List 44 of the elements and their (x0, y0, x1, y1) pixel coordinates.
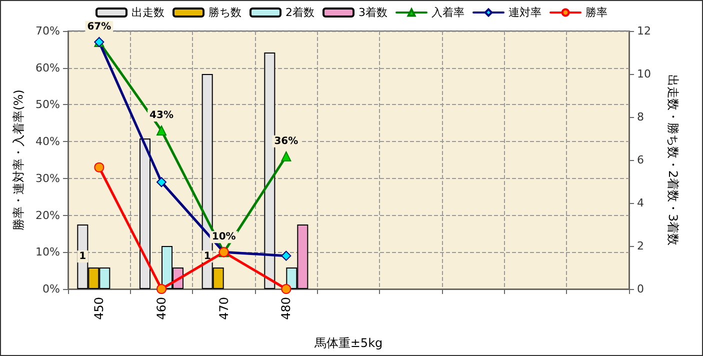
y-tick-label: 70% (36, 24, 60, 38)
y2-axis-title: 出走数・勝ち数・2着数・3着数 (666, 74, 680, 246)
point (281, 151, 292, 162)
y-tick-label: 50% (36, 98, 60, 112)
x-tick-label: 480 (279, 297, 294, 320)
y-axis-title: 勝率・連対率・入着率(%) (12, 90, 26, 230)
point (94, 162, 104, 172)
y2-tick-label: 0 (637, 282, 644, 296)
y2-tick-label: 8 (637, 110, 644, 124)
point (156, 284, 166, 294)
legend-label: 3着数 (358, 6, 388, 19)
data-label: 1 (204, 251, 211, 262)
legend-label: 入着率 (432, 6, 464, 19)
legend-label: 連対率 (508, 6, 542, 19)
legend-label: 2着数 (286, 6, 314, 19)
x-tick-label: 470 (216, 297, 231, 320)
y-tick-label: 10% (36, 246, 60, 259)
x-axis-title: 馬体重±5kg (313, 336, 383, 350)
x-tick-label: 460 (154, 297, 168, 320)
y-tick-label: 40% (36, 135, 60, 148)
data-label: 67% (87, 22, 112, 33)
point (156, 177, 166, 188)
y-tick-label: 0% (42, 282, 60, 296)
point (281, 250, 292, 261)
data-label: 1 (79, 251, 86, 262)
point (281, 284, 292, 294)
data-label: 10% (212, 232, 236, 243)
y2-tick-label: 6 (637, 154, 644, 166)
point (156, 126, 166, 136)
y-tick-label: 30% (36, 172, 60, 185)
y-tick-label: 20% (36, 208, 60, 222)
bar (264, 52, 276, 289)
legend-label: 勝ち数 (208, 6, 242, 19)
y-tick-label: 60% (36, 61, 60, 74)
y2-tick-label: 4 (637, 196, 644, 210)
y2-tick-label: 12 (637, 24, 651, 38)
bar (140, 138, 150, 289)
y2-tick-label: 2 (637, 240, 644, 252)
legend-label: 勝率 (586, 6, 608, 19)
data-label: 36% (274, 136, 298, 147)
data-label: 43% (150, 110, 174, 122)
legend-label: 出走数 (132, 6, 164, 19)
x-tick-label: 450 (92, 297, 106, 320)
y2-tick-label: 10 (637, 68, 651, 80)
